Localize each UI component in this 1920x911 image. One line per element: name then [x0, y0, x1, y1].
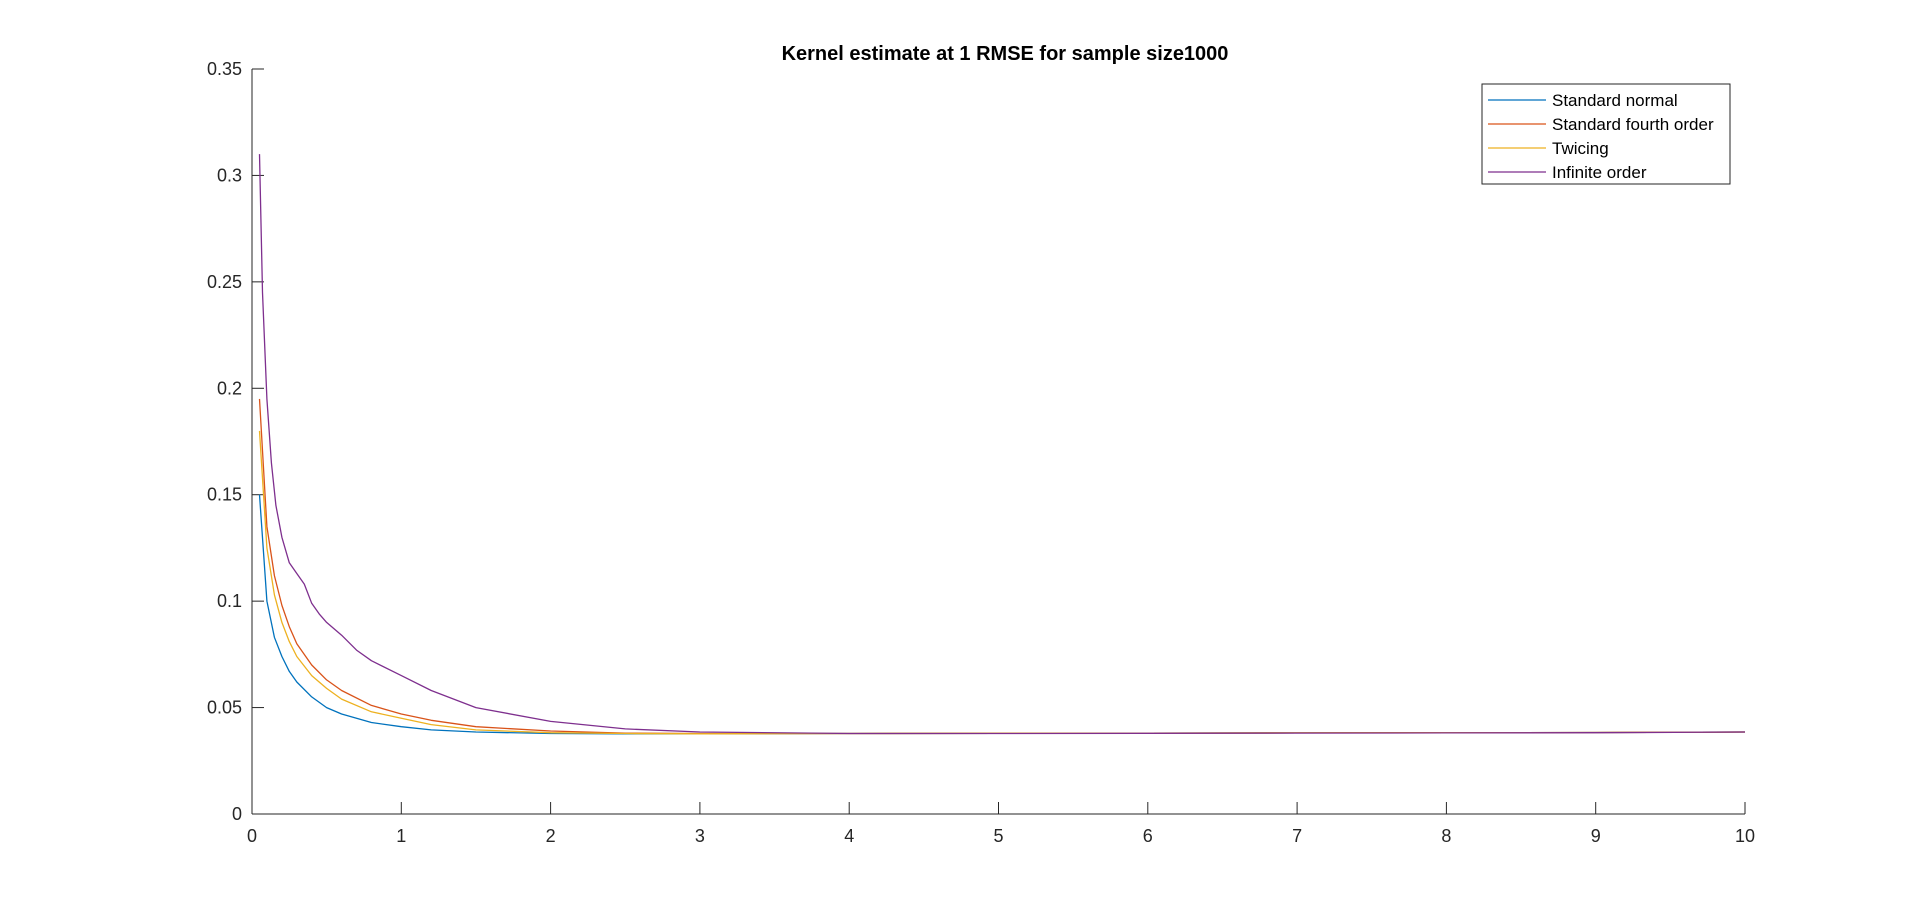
legend: Standard normal Standard fourth order Twic…: [1481, 83, 1731, 185]
legend-label: Standard fourth order: [1552, 115, 1714, 134]
chart-title: Kernel estimate at 1 RMSE for sample siz…: [782, 43, 1229, 65]
y-tick-label: 0.35: [207, 59, 242, 79]
y-tick-label: 0: [232, 804, 242, 824]
y-tick-label: 0.25: [207, 272, 242, 292]
y-tick-label: 0.3: [217, 165, 242, 185]
x-tick-label: 7: [1292, 826, 1302, 846]
axes: 0 1 2 3 4 5 6 7 8 9 10 0 0.05 0.1 0.15 0.2 0.25 0.3 0.35: [207, 59, 1755, 846]
legend-label: Infinite order: [1552, 163, 1647, 182]
x-tick-label: 6: [1143, 826, 1153, 846]
y-tick-label: 0.15: [207, 485, 242, 505]
x-tick-label: 1: [396, 826, 406, 846]
x-tick-label: 9: [1591, 826, 1601, 846]
y-tick-label: 0.05: [207, 698, 242, 718]
series-line-4: [258, 154, 1746, 735]
x-tick-label: 4: [844, 826, 854, 846]
y-tick-label: 0.1: [217, 591, 242, 611]
x-tick-label: 5: [993, 826, 1003, 846]
y-tick-label: 0.2: [217, 378, 242, 398]
legend-label: Standard normal: [1552, 91, 1678, 110]
x-tick-label: 10: [1735, 826, 1755, 846]
x-tick-label: 0: [247, 826, 257, 846]
legend-box: [1481, 83, 1731, 185]
x-tick-label: 2: [546, 826, 556, 846]
legend-label: Twicing: [1552, 139, 1609, 158]
plot-lines: [258, 154, 1746, 735]
x-tick-label: 3: [695, 826, 705, 846]
x-tick-label: 8: [1441, 826, 1451, 846]
